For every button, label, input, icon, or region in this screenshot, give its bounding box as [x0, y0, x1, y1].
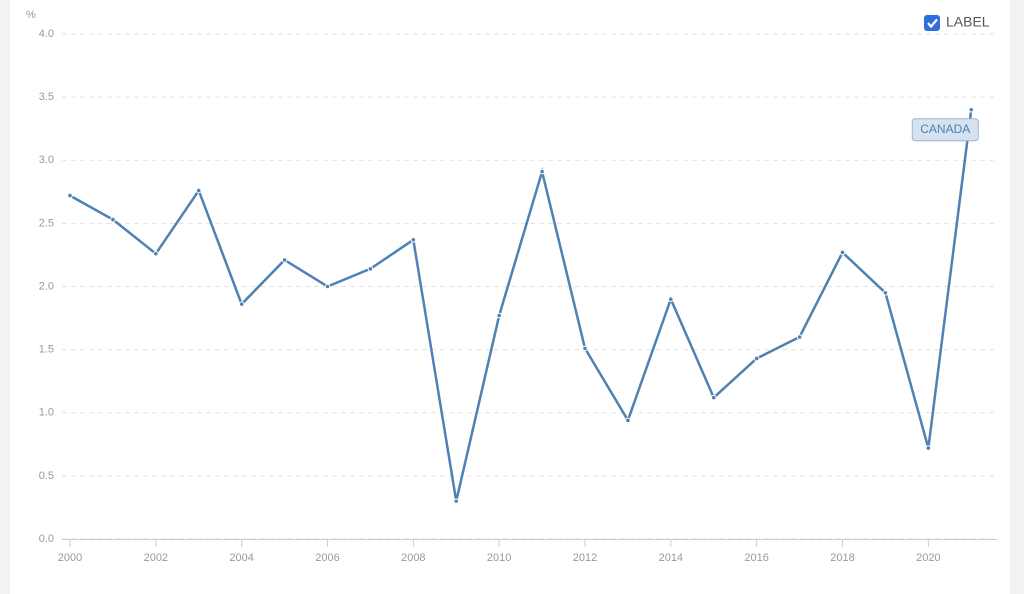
point — [839, 249, 846, 256]
panel — [10, 0, 1010, 594]
x-tick-label: 2000 — [58, 552, 82, 564]
series-label: CANADA — [920, 122, 970, 136]
point — [753, 355, 760, 362]
point — [796, 334, 803, 340]
checkmark — [927, 18, 938, 29]
y-tick-label: 4.0 — [39, 28, 54, 40]
x-tick-label: 2010 — [487, 552, 511, 564]
point — [238, 301, 245, 307]
x-tick-label: 2012 — [573, 552, 597, 564]
x-tick-label: 2008 — [401, 552, 425, 564]
y-tick-label: 2.0 — [39, 280, 54, 292]
point — [539, 168, 545, 175]
x-tick-label: 2016 — [744, 552, 768, 564]
y-tick-label: 0.0 — [39, 533, 54, 545]
point — [324, 283, 331, 290]
x-tick-label: 2020 — [916, 552, 940, 564]
x-tick-label: 2006 — [315, 552, 339, 564]
point — [453, 498, 460, 504]
y-unit: % — [26, 9, 36, 21]
point — [968, 106, 975, 113]
point — [153, 250, 159, 257]
y-tick-label: 3.5 — [39, 91, 54, 103]
x-tick-label: 2018 — [830, 552, 854, 564]
point — [625, 417, 631, 424]
label-checkbox[interactable]: LABEL — [924, 14, 990, 31]
y-tick-label: 1.5 — [39, 344, 54, 356]
y-tick-label: 1.0 — [39, 407, 54, 419]
point — [110, 216, 116, 223]
checkbox[interactable] — [924, 15, 940, 31]
point — [281, 257, 288, 263]
point — [496, 312, 502, 319]
point — [67, 192, 73, 199]
point — [925, 445, 932, 451]
point — [710, 394, 717, 401]
point — [582, 345, 588, 352]
y-tick-label: 3.0 — [39, 154, 54, 166]
point — [195, 187, 202, 194]
point — [367, 266, 374, 272]
point — [410, 236, 417, 243]
x-tick-label: 2002 — [144, 552, 168, 564]
y-tick-label: 2.5 — [39, 217, 54, 229]
x-tick-label: 2004 — [229, 552, 253, 564]
point — [882, 290, 889, 296]
point — [668, 296, 674, 302]
series-label-box — [911, 118, 979, 142]
x-tick-label: 2014 — [659, 552, 683, 564]
checkbox-label[interactable]: LABEL — [946, 14, 990, 30]
y-tick-label: 0.5 — [39, 470, 54, 482]
line — [69, 109, 973, 502]
